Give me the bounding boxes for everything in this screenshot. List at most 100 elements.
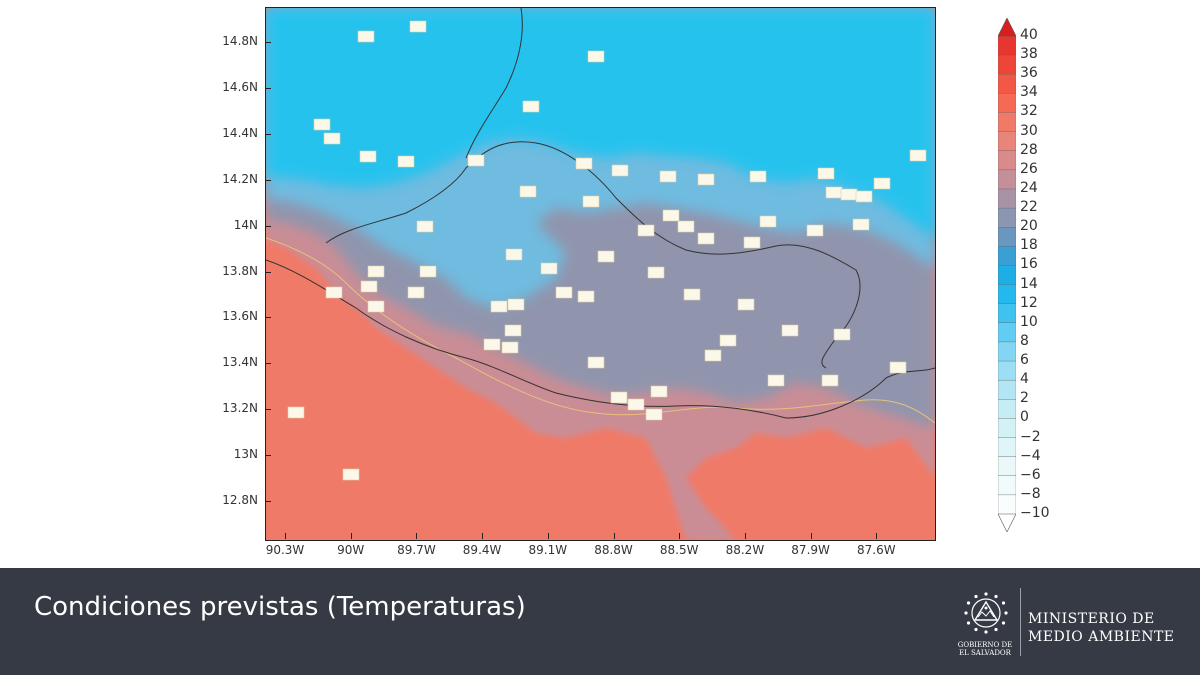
station-marker <box>627 398 645 411</box>
colorbar-level-label: 16 <box>1020 256 1038 273</box>
station-marker <box>873 177 891 190</box>
longitude-tick <box>285 533 286 539</box>
latitude-label: 12.8N <box>222 493 258 507</box>
colorbar-segment <box>998 265 1016 286</box>
station-marker <box>313 118 331 131</box>
station-marker <box>855 190 873 203</box>
colorbar-segment <box>998 418 1016 439</box>
station-marker <box>637 224 655 237</box>
colorbar-level-label: 8 <box>1020 332 1029 349</box>
colorbar-segment <box>998 246 1016 266</box>
longitude-tick <box>744 533 746 539</box>
longitude-tick <box>350 533 352 539</box>
colorbar-segment <box>998 399 1016 419</box>
colorbar-level-label: 4 <box>1020 371 1029 388</box>
colorbar-segment <box>998 74 1016 94</box>
station-marker <box>505 248 523 261</box>
longitude-label: 89.7W <box>397 543 436 557</box>
longitude-label: 88.5W <box>659 543 699 557</box>
station-marker <box>483 338 501 351</box>
colorbar-level-label: 12 <box>1020 294 1038 311</box>
station-marker <box>610 391 628 404</box>
station-marker <box>360 280 378 293</box>
colorbar-segment <box>998 35 1016 56</box>
station-marker <box>697 173 715 186</box>
longitude-label: 90W <box>337 543 365 557</box>
colorbar-level-label: 34 <box>1020 84 1038 101</box>
station-marker <box>611 164 629 177</box>
station-marker <box>833 328 851 341</box>
country-border-west <box>465 8 523 159</box>
station-marker <box>409 20 427 33</box>
station-marker <box>737 298 755 311</box>
colorbar-segment <box>998 456 1016 477</box>
colorbar-level-label: 2 <box>1020 390 1029 407</box>
emblem-caption-line1: GOBIERNO DE <box>957 641 1013 649</box>
colorbar-segment <box>998 379 1016 400</box>
longitude-tick <box>416 533 418 539</box>
colorbar-segment <box>998 494 1016 515</box>
colorbar-segment <box>998 360 1016 381</box>
latitude-label: 14.8N <box>222 34 258 48</box>
station-marker <box>781 324 799 337</box>
colorbar-level-label: 20 <box>1020 218 1038 235</box>
station-marker <box>407 286 425 299</box>
station-marker <box>504 324 522 337</box>
station-marker <box>909 149 927 162</box>
station-marker <box>287 406 305 419</box>
latitude-tick <box>265 363 271 365</box>
colorbar-level-label: 38 <box>1020 46 1038 63</box>
station-marker <box>357 30 375 43</box>
colorbar-level-label: 6 <box>1020 352 1029 369</box>
footer-bar: Condiciones previstas (Temperaturas) GOB… <box>0 568 1200 675</box>
latitude-tick <box>265 225 271 227</box>
colorbar-segment <box>998 475 1016 496</box>
station-marker <box>719 334 737 347</box>
colorbar-segment <box>998 207 1016 228</box>
emblem-caption: GOBIERNO DE EL SALVADOR <box>948 641 1022 657</box>
station-markers <box>287 20 927 481</box>
longitude-tick <box>482 533 484 539</box>
station-marker <box>840 188 858 201</box>
latitude-tick <box>265 179 271 181</box>
station-marker <box>522 100 540 113</box>
latitude-label: 13.2N <box>222 401 258 416</box>
colorbar-level-label: 28 <box>1020 141 1038 158</box>
latitude-tick <box>265 42 271 43</box>
latitude-label: 13.6N <box>222 309 258 324</box>
colorbar-level-label: 40 <box>1020 27 1038 43</box>
colorbar-bottom-arrow <box>998 513 1016 532</box>
station-marker <box>323 132 341 145</box>
latitude-label: 14.4N <box>222 125 258 140</box>
colorbar-segment <box>998 322 1016 343</box>
latitude-label: 14.2N <box>222 171 258 186</box>
station-marker <box>575 157 593 170</box>
latitude-label: 14.6N <box>222 79 258 94</box>
station-marker <box>645 408 663 421</box>
station-marker <box>397 155 415 168</box>
station-marker <box>704 349 722 362</box>
colorbar-top-arrow <box>998 18 1016 37</box>
colorbar-segment <box>998 169 1016 190</box>
colorbar-level-label: −2 <box>1020 428 1041 445</box>
colorbar-segment <box>998 303 1016 324</box>
longitude-label: 88.8W <box>594 543 633 557</box>
longitude-label: 88.2W <box>725 543 765 557</box>
station-marker <box>650 385 668 398</box>
station-marker <box>597 250 615 263</box>
colorbar-segment <box>998 341 1016 362</box>
station-marker <box>806 224 824 237</box>
station-marker <box>416 220 434 233</box>
longitude-label: 87.6W <box>857 543 896 557</box>
colorbar-segment <box>998 150 1016 171</box>
emblem-caption-line2: EL SALVADOR <box>959 649 1011 657</box>
ministry-name: MINISTERIO DE MEDIO AMBIENTE <box>1028 610 1175 646</box>
latitude-label: 14N <box>233 217 258 232</box>
longitude-tick <box>810 533 812 539</box>
colorbar-level-label: 30 <box>1020 122 1038 139</box>
station-marker <box>817 167 835 180</box>
station-marker <box>647 266 665 279</box>
station-marker <box>367 300 385 313</box>
colorbar-level-label: −4 <box>1020 447 1041 464</box>
northern-cool-zone <box>266 8 935 238</box>
